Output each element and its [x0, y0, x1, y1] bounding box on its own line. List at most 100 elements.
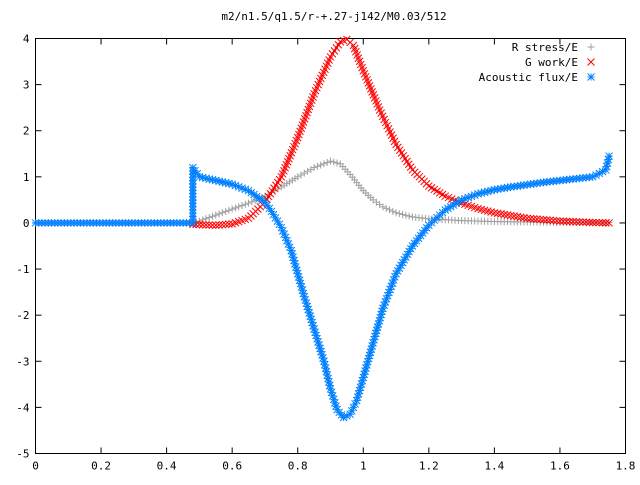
marker-stroke [301, 296, 310, 304]
marker-stroke [383, 121, 391, 130]
marker-stroke [384, 124, 393, 133]
data-point-fill [575, 218, 584, 226]
data-point-fill [569, 217, 577, 226]
marker-stroke [503, 211, 512, 219]
marker-stroke [318, 350, 326, 359]
marker-stroke [365, 81, 374, 90]
marker-stroke [503, 183, 512, 192]
marker-stroke [368, 88, 376, 96]
legend-label: Acoustic flux/E [479, 71, 578, 84]
marker-stroke [193, 169, 202, 178]
marker-stroke [526, 214, 535, 223]
marker-stroke [331, 398, 339, 407]
marker-stroke [275, 220, 284, 229]
plot-frame [35, 38, 626, 454]
marker-stroke [444, 193, 453, 202]
marker-stroke [261, 198, 269, 207]
marker-stroke [375, 106, 384, 114]
data-point-fill [513, 212, 522, 221]
marker-stroke [529, 215, 538, 223]
data-point-fill [585, 218, 594, 227]
marker-stroke [387, 131, 396, 139]
marker-stroke [430, 185, 439, 194]
marker-stroke [363, 75, 371, 84]
marker-stroke [353, 51, 361, 59]
marker-stroke [592, 218, 600, 227]
marker-stroke [569, 217, 577, 226]
legend-marker [587, 73, 595, 81]
data-point [490, 208, 499, 217]
marker-stroke [225, 220, 233, 228]
legend-label: G work/E [525, 56, 578, 69]
marker-stroke [255, 194, 264, 203]
marker-stroke [297, 282, 306, 291]
marker-stroke [329, 395, 338, 404]
y-tick-label: 1 [23, 171, 30, 184]
data-point [605, 152, 613, 160]
marker-stroke [389, 134, 397, 143]
marker-stroke [277, 223, 286, 232]
marker-stroke [312, 331, 320, 340]
marker-stroke [490, 185, 499, 194]
marker-stroke [323, 371, 332, 379]
marker-stroke [280, 230, 288, 238]
marker-stroke [493, 185, 502, 194]
marker-stroke [549, 216, 558, 225]
data-point [588, 218, 597, 227]
marker-stroke [238, 184, 246, 192]
data-point-fill [238, 202, 246, 210]
marker-stroke [320, 357, 328, 366]
data-point-fill [300, 169, 308, 177]
data-point-fill [382, 204, 390, 212]
marker-stroke [218, 178, 227, 186]
marker-stroke [265, 204, 274, 213]
x-tick-label: 1.2 [419, 460, 439, 473]
marker-stroke [358, 63, 366, 72]
y-tick-label: -2 [16, 309, 29, 322]
marker-stroke [397, 149, 406, 157]
x-tick-label: 1.6 [550, 460, 570, 473]
y-tick-label: -5 [16, 448, 29, 461]
marker-stroke [298, 286, 307, 294]
marker-stroke [191, 166, 199, 175]
marker-stroke [552, 216, 561, 225]
marker-stroke [317, 347, 325, 356]
data-point-fill [307, 165, 315, 173]
data-point-fill [520, 213, 528, 222]
marker-stroke [309, 321, 317, 330]
data-point-fill [510, 212, 518, 220]
marker-stroke [250, 190, 258, 199]
marker-stroke [328, 392, 337, 400]
marker-stroke [464, 201, 473, 210]
marker-stroke [327, 388, 336, 397]
data-point-fill [241, 200, 249, 208]
data-point [245, 199, 253, 207]
marker-stroke [293, 269, 302, 278]
marker-stroke [587, 58, 595, 66]
marker-stroke [211, 176, 220, 185]
data-point-fill [218, 220, 227, 229]
x-tick-label: 0 [32, 460, 39, 473]
data-point-fill [198, 220, 207, 229]
marker-stroke [490, 208, 499, 217]
data-point-fill [222, 208, 230, 216]
marker-stroke [404, 160, 413, 169]
marker-stroke [390, 137, 399, 146]
marker-stroke [290, 256, 298, 265]
marker-stroke [325, 378, 333, 386]
marker-stroke [221, 178, 230, 187]
marker-stroke [392, 140, 400, 149]
marker-stroke [470, 203, 479, 212]
marker-stroke [271, 214, 280, 222]
data-point-fill [330, 158, 338, 166]
marker-stroke [352, 47, 360, 56]
marker-stroke [284, 240, 293, 248]
marker-stroke [354, 54, 363, 62]
data-point-fill [449, 201, 458, 209]
marker-stroke [467, 202, 476, 211]
data-point-fill [399, 210, 407, 218]
marker-stroke [225, 179, 233, 188]
marker-stroke [364, 78, 373, 87]
data-point-fill [542, 216, 551, 224]
data-point-fill [539, 215, 548, 224]
